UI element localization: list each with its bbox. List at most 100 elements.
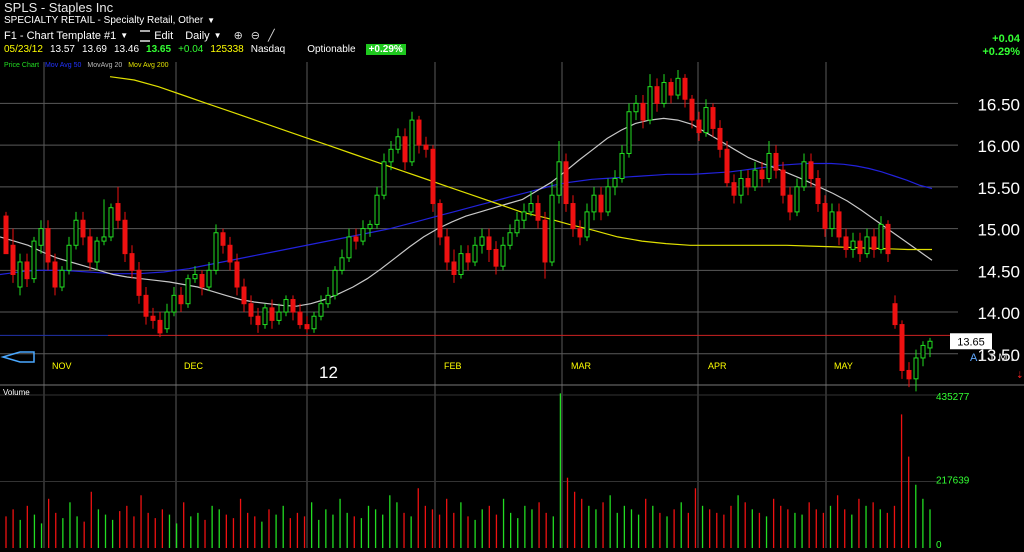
candle-body [892,303,898,326]
candle-body [724,148,730,184]
legend-ma50[interactable]: Mov Avg 50 [44,62,82,69]
candle-body [458,253,464,275]
candle-body [745,178,751,188]
month-label: NOV [52,361,72,371]
chevron-down-icon: ▼ [207,16,216,25]
period-dropdown[interactable]: Daily ▼ [185,30,221,42]
candle-body [808,161,814,180]
candle-body [346,236,352,259]
pointer-marker-icon: ⇣ [1016,370,1024,380]
candle-body [822,203,828,230]
candle-body [17,261,23,288]
legend-price-chart[interactable]: Price Chart [4,62,40,69]
optionable-label: Optionable [307,44,356,55]
scale-letter-l2[interactable]: L [1010,352,1020,364]
quote-bar: 05/23/12 13.57 13.69 13.46 13.65 +0.04 1… [4,44,413,55]
candle-body [528,203,534,213]
candle-body [395,136,401,150]
candle-body [542,219,548,263]
legend-ma20[interactable]: MovAvg 20 [87,62,123,69]
candle-body [192,273,198,280]
candle-body [780,169,786,196]
candle-body [297,311,303,326]
price-tick-label: 16.00 [977,137,1020,156]
month-label: APR [708,361,727,371]
candle-body [920,344,926,359]
candle-body [507,232,513,246]
candle-body [493,248,499,267]
scale-letter-t[interactable]: T [988,352,999,364]
price-tick-label: 15.50 [977,179,1020,198]
candle-body [864,236,870,255]
candle-body [668,82,674,96]
candle-body [829,211,835,230]
candle-body [325,294,331,305]
quote-low: 13.46 [114,44,140,55]
price-tick-label: 15.00 [977,221,1020,240]
candle-body [654,86,660,104]
candle-body [269,307,275,321]
draw-line-icon[interactable]: ╱ [268,30,275,42]
candle-body [143,294,149,317]
grid [0,62,1024,548]
candle-body [276,311,282,321]
scale-letter-l[interactable]: L [980,352,989,364]
industry-dropdown[interactable]: SPECIALTY RETAIL - Specialty Retail, Oth… [4,15,215,26]
edit-button[interactable]: Edit [140,29,173,42]
last-price-label: 13.65 [957,336,985,348]
candle-body [129,253,135,271]
scroll-marker-icon [0,351,35,363]
candle-body [262,307,268,326]
candle-body [220,232,226,246]
candle-body [633,102,639,113]
candle-body [885,223,891,255]
zoom-out-icon[interactable]: ⊖ [250,30,260,42]
candle-body [486,236,492,250]
candle-body [899,324,905,371]
candle-body [717,127,723,150]
scale-letter-m[interactable]: M [998,352,1011,364]
candle-body [59,269,65,288]
candle-body [185,278,191,305]
candle-body [682,77,688,100]
candle-body [752,169,758,188]
candle-body [850,240,856,250]
candle-body [759,169,765,180]
zoom-in-icon[interactable]: ⊕ [233,30,243,42]
quote-date: 05/23/12 [4,44,43,55]
volume-bars [5,393,931,548]
candle-body [164,311,170,330]
template-dropdown[interactable]: F1 - Chart Template #1 ▼ [4,30,128,42]
candle-body [857,240,863,255]
candle-body [409,119,415,163]
legend-ma200[interactable]: Mov Avg 200 [128,62,169,69]
candle-body [402,136,408,163]
candle-body [388,148,394,163]
candle-body [416,119,422,146]
scale-letter-a[interactable]: A [970,352,981,364]
candle-body [73,219,79,246]
chevron-down-icon: ▼ [213,31,222,40]
corner-change-pct: +0.29% [982,46,1020,58]
axis-scale-letters[interactable]: ALTML [970,352,1020,364]
template-label: F1 - Chart Template #1 [4,29,117,42]
quote-change: +0.04 [178,44,204,55]
candle-body [689,98,695,121]
volume-tick-label: 435277 [936,392,970,403]
quote-exchange: Nasdaq [250,44,286,55]
candle-body [206,269,212,288]
candle-body [815,178,821,205]
chevron-down-icon: ▼ [120,31,129,40]
price-tick-label: 13.50 [977,346,1020,365]
candle-body [283,299,289,313]
candle-body [521,211,527,221]
candle-body [500,244,506,267]
candle-body [353,236,359,242]
month-label: DEC [184,361,204,371]
candle-body [367,223,373,230]
candle-body [178,294,184,305]
candle-body [52,261,58,288]
candle-body [570,203,576,230]
candle-body [332,269,338,296]
